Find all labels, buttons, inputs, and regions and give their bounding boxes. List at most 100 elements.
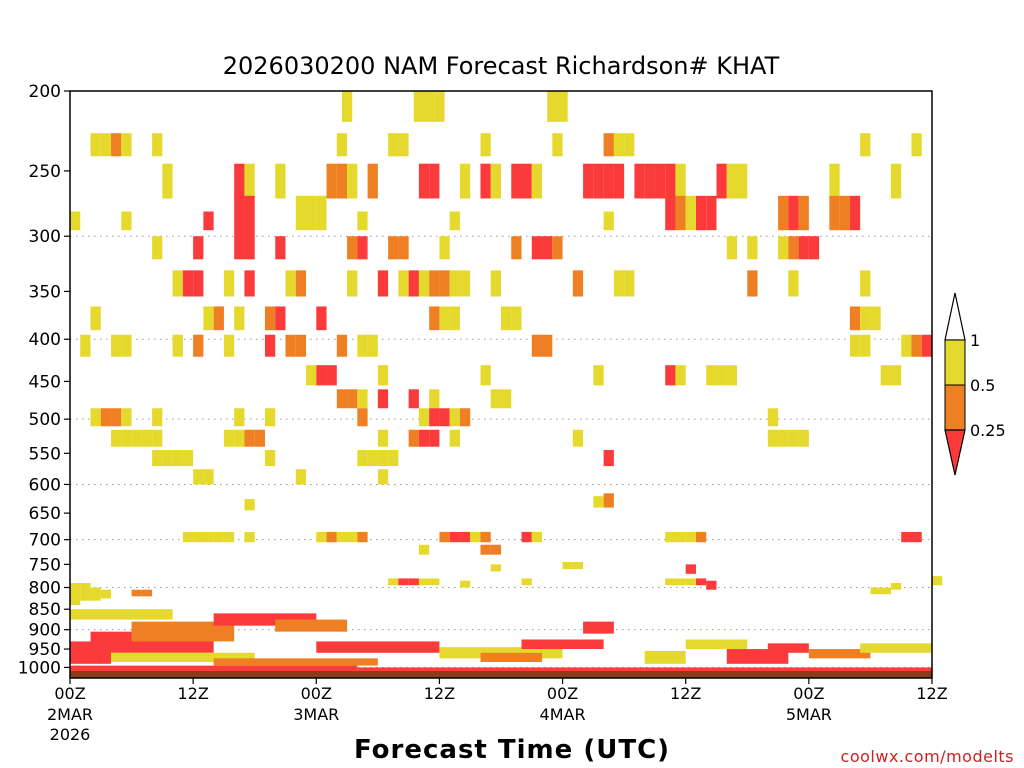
cell-yellow-205 (182, 450, 194, 467)
cell-orange-126 (849, 306, 861, 331)
cell-yellow-128 (870, 306, 881, 331)
cell-yellow-151 (377, 365, 389, 386)
y-tick-label-250: 250 (29, 162, 61, 182)
cell-red-149 (316, 365, 327, 386)
cell-yellow-68 (121, 211, 132, 231)
cell-orange-141 (531, 334, 543, 357)
cell-yellow-169 (90, 408, 101, 427)
cell-yellow-227 (336, 531, 348, 543)
cell-yellow-131 (121, 334, 132, 357)
plot-frame (69, 90, 933, 679)
cell-orange-104 (439, 270, 450, 297)
cell-yellow-157 (716, 365, 727, 386)
cell-yellow-6 (90, 133, 101, 157)
cell-red-260 (695, 578, 707, 586)
cell-yellow-70 (357, 211, 368, 231)
cell-yellow-2 (424, 91, 435, 122)
cell-orange-244 (480, 544, 491, 555)
cell-orange-137 (295, 334, 307, 357)
cell-red-232 (459, 531, 471, 543)
cell-red-154 (665, 365, 676, 386)
cell-yellow-271 (890, 582, 902, 590)
cell-yellow-250 (388, 578, 399, 586)
cell-orange-217 (603, 493, 614, 508)
cell-orange-226 (326, 531, 337, 543)
x-tick-label-1: 12Z (177, 684, 208, 703)
cell-yellow-209 (377, 450, 389, 467)
cell-yellow-175 (264, 408, 276, 427)
cell-yellow-220 (193, 531, 204, 543)
cell-red-101 (408, 270, 419, 297)
cell-orange-65 (839, 195, 850, 231)
chart-title: 2026030200 NAM Forecast Richardson# KHAT (223, 52, 780, 80)
cell-yellow-73 (152, 236, 163, 260)
cell-yellow-72 (603, 211, 614, 231)
cell-yellow-129 (80, 334, 91, 357)
cell-orange-76 (347, 236, 358, 260)
cell-yellow-107 (490, 270, 501, 297)
cell-yellow-11 (336, 133, 348, 157)
cell-orange-190 (244, 429, 255, 447)
colorbar-label-0-25: 0.25 (970, 421, 1006, 440)
cell-orange-88 (788, 236, 799, 260)
cell-orange-133 (193, 334, 204, 357)
cell-orange-229 (357, 531, 368, 543)
cell-yellow-156 (706, 365, 717, 386)
cell-orange-79 (398, 236, 409, 260)
cell-yellow-197 (572, 429, 584, 447)
band-yellow-9 (70, 609, 173, 620)
y-axis: 200 250 300 350 400 450 500 550 600 650 700 750 8008… (18, 82, 70, 678)
x-date-label-2: 3MAR (293, 705, 339, 724)
cell-orange-111 (747, 270, 758, 297)
cell-yellow-180 (449, 408, 460, 427)
cell-yellow-1 (413, 91, 425, 122)
band-orange-22 (480, 652, 543, 663)
cell-yellow-184 (121, 429, 132, 447)
cell-yellow-265 (90, 587, 101, 601)
cell-orange-8 (111, 133, 122, 157)
cell-yellow-218 (593, 496, 604, 508)
band-red-15 (583, 621, 614, 634)
cell-red-90 (808, 236, 820, 260)
cell-yellow-143 (849, 334, 861, 357)
cell-yellow-152 (480, 365, 491, 386)
y-tick-label-650: 650 (29, 504, 61, 524)
colorbar-segment-yellow (944, 339, 966, 386)
cell-orange-64 (829, 195, 840, 231)
cell-yellow-259 (685, 578, 696, 586)
cell-red-30 (429, 163, 440, 199)
y-tick-label-850: 850 (29, 600, 61, 620)
cell-yellow-145 (901, 334, 912, 357)
cell-red-231 (449, 531, 460, 543)
y-tick-label-1000: 1000 (18, 658, 61, 678)
y-tick-label-300: 300 (29, 227, 61, 247)
credit-link[interactable]: coolwx.com/modelts (841, 747, 1014, 766)
cell-yellow-114 (90, 306, 101, 331)
cell-yellow-262 (932, 576, 943, 586)
cell-yellow-21 (162, 163, 173, 199)
cell-red-75 (275, 236, 286, 260)
cell-yellow-246 (562, 561, 573, 570)
y-tick-label-350: 350 (29, 282, 61, 302)
cell-yellow-198 (767, 429, 779, 447)
cell-yellow-238 (675, 531, 686, 543)
cell-yellow-160 (890, 365, 902, 386)
cell-yellow-50 (890, 163, 902, 199)
cell-yellow-269 (870, 587, 881, 595)
cell-red-99 (377, 270, 389, 297)
cell-red-42 (644, 163, 655, 199)
cell-yellow-13 (398, 133, 409, 157)
cell-red-211 (603, 450, 614, 467)
cell-red-119 (275, 306, 286, 331)
cell-orange-84 (552, 236, 563, 260)
cell-yellow-20 (911, 133, 922, 157)
cell-yellow-188 (223, 429, 235, 447)
cell-red-178 (429, 408, 440, 427)
cell-red-29 (418, 163, 430, 199)
cell-yellow-123 (449, 306, 460, 331)
cell-yellow-239 (685, 531, 696, 543)
cell-red-164 (377, 389, 389, 409)
cell-yellow-263 (70, 582, 81, 605)
cell-yellow-47 (726, 163, 738, 199)
